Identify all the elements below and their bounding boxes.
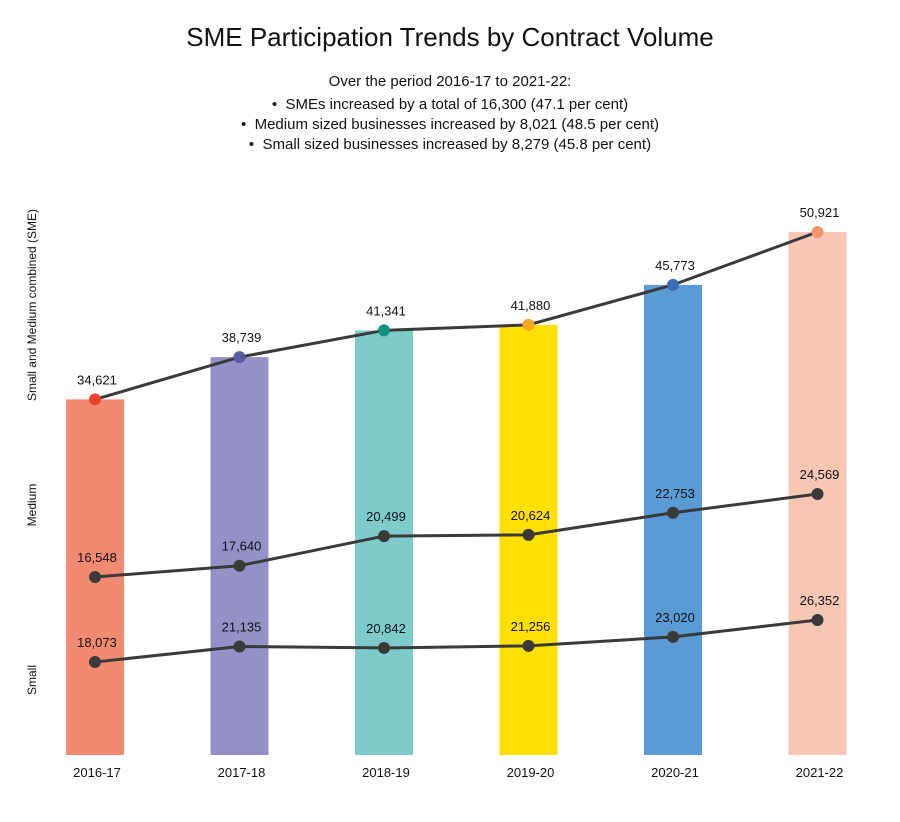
bar-2017-18 (210, 357, 269, 755)
x-tick-2020-21: 2020-21 (651, 765, 699, 780)
lines-layer (89, 226, 824, 668)
sme-label-2018-19: 41,341 (366, 303, 406, 318)
medium-label-2017-18: 17,640 (222, 539, 262, 554)
x-tick-2018-19: 2018-19 (362, 765, 410, 780)
small-point-2020-21 (667, 630, 679, 643)
sme-label-2021-22: 50,921 (800, 205, 840, 220)
bar-2018-19 (355, 330, 413, 755)
medium-point-2018-19 (378, 530, 390, 543)
x-tick-2016-17: 2016-17 (73, 765, 121, 780)
x-tick-2021-22: 2021-22 (796, 765, 844, 780)
summary-bullet-sme: SMEs increased by a total of 16,300 (47.… (0, 95, 900, 115)
medium-label-2020-21: 22,753 (655, 486, 695, 501)
sme-point-2018-19 (378, 324, 390, 337)
summary-intro: Over the period 2016-17 to 2021-22: (328, 73, 572, 90)
medium-point-2019-20 (522, 528, 535, 541)
sme-line (94, 230, 819, 401)
medium-point-2020-21 (667, 506, 679, 519)
sme-point-2021-22 (811, 226, 824, 238)
x-tick-2019-20: 2019-20 (507, 765, 555, 780)
panel-label-medium: Medium (25, 484, 39, 527)
x-tick-2017-18: 2017-18 (218, 765, 266, 780)
medium-label-2019-20: 20,624 (511, 508, 551, 523)
panel-label-sme: Small and Medium combined (SME) (25, 209, 39, 401)
sme-label-2019-20: 41,880 (511, 298, 551, 313)
labels-layer: 2016-17 2017-18 2018-19 2019-20 2020-21 2021-… (73, 205, 843, 780)
small-label-2019-20: 21,256 (511, 619, 551, 634)
medium-point-2016-17 (89, 571, 101, 583)
small-label-2021-22: 26,352 (800, 593, 840, 608)
small-line (94, 618, 818, 664)
medium-label-2016-17: 16,548 (77, 550, 117, 565)
sme-label-2020-21: 45,773 (655, 258, 695, 273)
summary-notes: Over the period 2016-17 to 2021-22: SMEs… (0, 72, 900, 155)
small-label-2020-21: 23,020 (655, 610, 695, 625)
small-point-2016-17 (89, 656, 101, 668)
sme-point-2019-20 (522, 318, 535, 331)
medium-point-2021-22 (811, 488, 824, 500)
chart-title: SME Participation Trends by Contract Vol… (186, 22, 714, 52)
summary-bullet-small: Small sized businesses increased by 8,27… (0, 135, 900, 155)
sme-point-2017-18 (233, 351, 246, 364)
small-point-2021-22 (811, 614, 824, 626)
medium-label-2018-19: 20,499 (366, 509, 406, 524)
sme-point-2016-17 (89, 393, 101, 406)
sme-label-2016-17: 34,621 (77, 372, 117, 387)
small-label-2018-19: 20,842 (366, 621, 406, 636)
small-label-2017-18: 21,135 (222, 619, 262, 634)
bars-layer (66, 232, 847, 755)
panel-label-small: Small (25, 665, 39, 695)
sme-label-2017-18: 38,739 (222, 330, 262, 345)
sme-point-2020-21 (667, 278, 679, 291)
small-point-2019-20 (522, 639, 535, 652)
small-point-2018-19 (378, 641, 390, 654)
summary-bullet-medium: Medium sized businesses increased by 8,0… (0, 115, 900, 135)
medium-label-2021-22: 24,569 (800, 467, 840, 482)
small-label-2016-17: 18,073 (77, 635, 117, 650)
small-point-2017-18 (233, 640, 246, 653)
bar-2020-21 (644, 284, 702, 755)
medium-point-2017-18 (233, 559, 246, 572)
medium-line (94, 492, 818, 579)
